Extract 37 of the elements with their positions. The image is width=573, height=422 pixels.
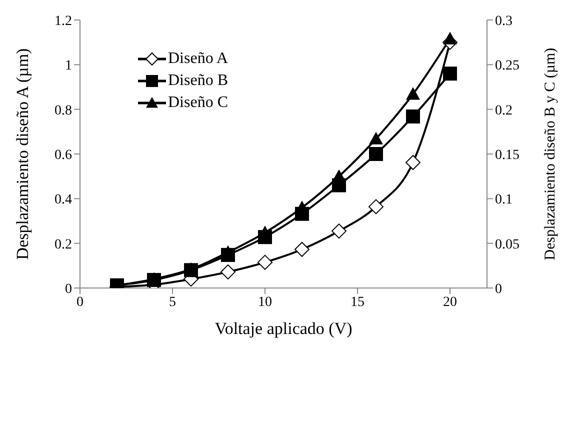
y2-tick-label: 0.15 xyxy=(495,148,520,163)
y-tick-label: 0.8 xyxy=(54,103,72,118)
y2-tick-label: 0.1 xyxy=(495,192,512,208)
point xyxy=(406,109,420,124)
point xyxy=(332,224,346,239)
x-tick-label: 15 xyxy=(350,294,364,310)
point xyxy=(220,264,236,280)
legend-label: Diseño A xyxy=(168,50,228,68)
x-axis-title: Voltaje aplicado (V) xyxy=(214,319,352,338)
y2-tick-label: 0.25 xyxy=(495,58,520,74)
legend-label: Diseño B xyxy=(168,72,228,90)
y-tick-label: 1.2 xyxy=(54,14,72,29)
point xyxy=(406,154,420,170)
y-tick-label: 0.6 xyxy=(54,148,72,163)
y2-axis-title: Desplazamiento diseño B y C (µm) xyxy=(542,48,558,260)
legend-label: Diseño C xyxy=(168,94,228,112)
point xyxy=(258,254,272,270)
point xyxy=(443,32,457,44)
y2-tick-label: 0.05 xyxy=(495,237,520,252)
y-tick-label: 1 xyxy=(65,58,72,74)
x-tick-label: 20 xyxy=(443,294,457,310)
x-tick-label: 5 xyxy=(169,294,176,310)
y2-tick-label: 0 xyxy=(495,282,502,297)
y-tick-label: 0.2 xyxy=(54,237,72,252)
point xyxy=(294,242,310,257)
point xyxy=(368,199,384,214)
y2-tick-label: 0.2 xyxy=(495,103,512,118)
x-tick-label: 10 xyxy=(258,294,272,310)
point xyxy=(369,147,383,161)
y-tick-label: 0.4 xyxy=(54,192,72,208)
x-tick-label: 0 xyxy=(76,294,84,310)
y2-tick-label: 0.3 xyxy=(495,14,512,29)
point xyxy=(369,132,383,144)
point xyxy=(443,66,457,81)
y-axis-title: Desplazamiento diseño A (µm) xyxy=(13,48,32,260)
y-tick-label: 0 xyxy=(65,282,72,297)
point xyxy=(406,87,420,100)
